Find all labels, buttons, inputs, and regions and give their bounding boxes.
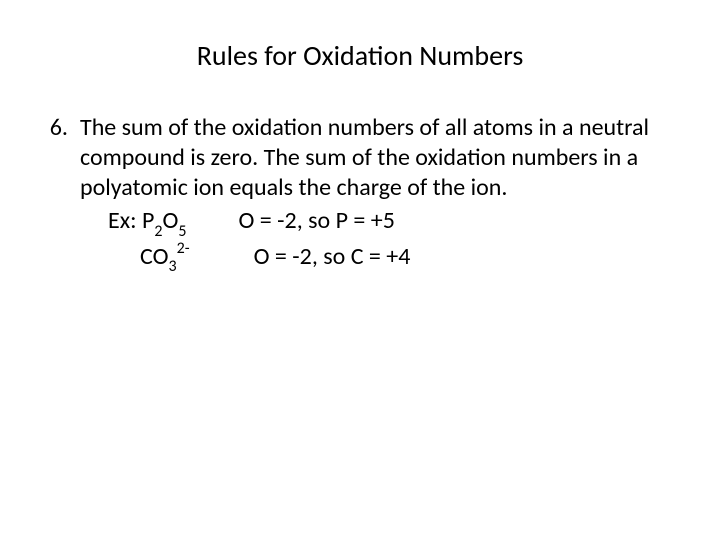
example-result-1: O = -2, so P = +5 [238,206,394,235]
example-line-2: CO32- O = -2, so C = +4 [140,241,680,277]
example-line-1: Ex: P2O5 O = -2, so P = +5 [108,205,680,241]
formula-sub-2: 2 [154,222,162,241]
list-body: The sum of the oxidation numbers of all … [80,113,680,276]
formula-sub-3: 3 [168,257,176,276]
formula-p: P [142,206,154,235]
example-result-2: O = -2, so C = +4 [254,242,411,271]
page-title: Rules for Oxidation Numbers [40,38,680,73]
list-number: 6. [40,113,68,142]
formula-sub-5: 5 [178,222,186,241]
slide-container: Rules for Oxidation Numbers 6. The sum o… [0,0,720,540]
rule-text: The sum of the oxidation numbers of all … [80,113,680,203]
formula-sup-2minus: 2- [177,239,190,258]
example-prefix: Ex: [108,206,142,235]
content-area: 6. The sum of the oxidation numbers of a… [40,113,680,276]
formula-co: CO [140,242,168,271]
formula-o: O [162,206,178,235]
examples-block: Ex: P2O5 O = -2, so P = +5 CO32- O = -2, s… [108,205,680,276]
